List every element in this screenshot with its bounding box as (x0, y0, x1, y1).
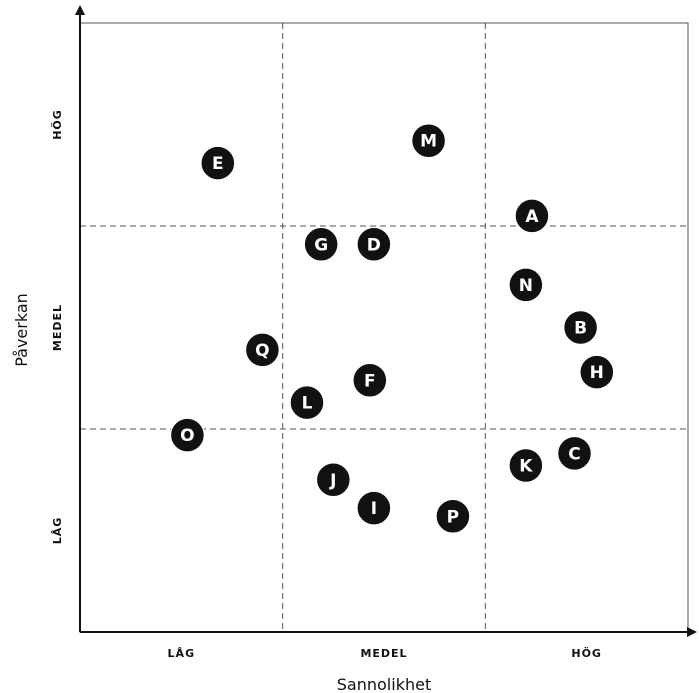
point-a-label: A (525, 207, 539, 227)
x-tick-labels: LÅG MEDEL HÖG (168, 646, 602, 660)
point-o-label: O (180, 426, 194, 446)
point-g-label: G (314, 235, 328, 255)
y-tick-label-medel: MEDEL (51, 304, 64, 351)
point-c (556, 435, 593, 472)
point-j-label: J (329, 471, 336, 491)
point-f-label: F (364, 371, 376, 391)
point-e (200, 145, 236, 181)
point-k-label: K (519, 457, 533, 477)
point-p (435, 498, 471, 535)
y-tick-label-lag: LÅG (51, 517, 64, 545)
x-tick-label-lag: LÅG (168, 647, 196, 660)
point-j (315, 462, 352, 498)
point-k (508, 447, 544, 484)
point-i (356, 490, 392, 526)
point-a (514, 198, 550, 234)
point-c-label: C (568, 444, 580, 464)
x-axis-title: Sannolikhet (337, 675, 431, 693)
y-tick-label-hog: HÖG (50, 109, 64, 140)
point-o (169, 417, 206, 453)
point-d-label: D (367, 235, 381, 255)
point-m (410, 122, 447, 159)
x-tick-label-medel: MEDEL (360, 647, 407, 660)
x-tick-label-hog: HÖG (571, 646, 602, 660)
point-m-label: M (420, 132, 437, 152)
point-q-label: Q (255, 341, 269, 361)
point-q (244, 332, 281, 368)
point-h (579, 354, 615, 390)
point-b (562, 309, 599, 346)
point-g (303, 226, 339, 263)
point-n-label: N (519, 276, 533, 296)
point-f (352, 362, 388, 399)
point-h-label: H (590, 363, 604, 383)
y-axis-title: Påverkan (12, 293, 31, 367)
point-e-label: E (212, 154, 224, 174)
point-l (289, 384, 325, 421)
point-p-label: P (447, 507, 459, 527)
point-b-label: B (574, 319, 587, 339)
point-l-label: L (302, 394, 313, 414)
point-i-label: I (371, 499, 377, 519)
point-n (508, 267, 544, 303)
point-d (356, 226, 392, 263)
y-tick-labels: LÅG MEDEL HÖG (50, 109, 64, 544)
scatter-points: A B C D E F G H I J K L M N O P Q (169, 122, 615, 535)
